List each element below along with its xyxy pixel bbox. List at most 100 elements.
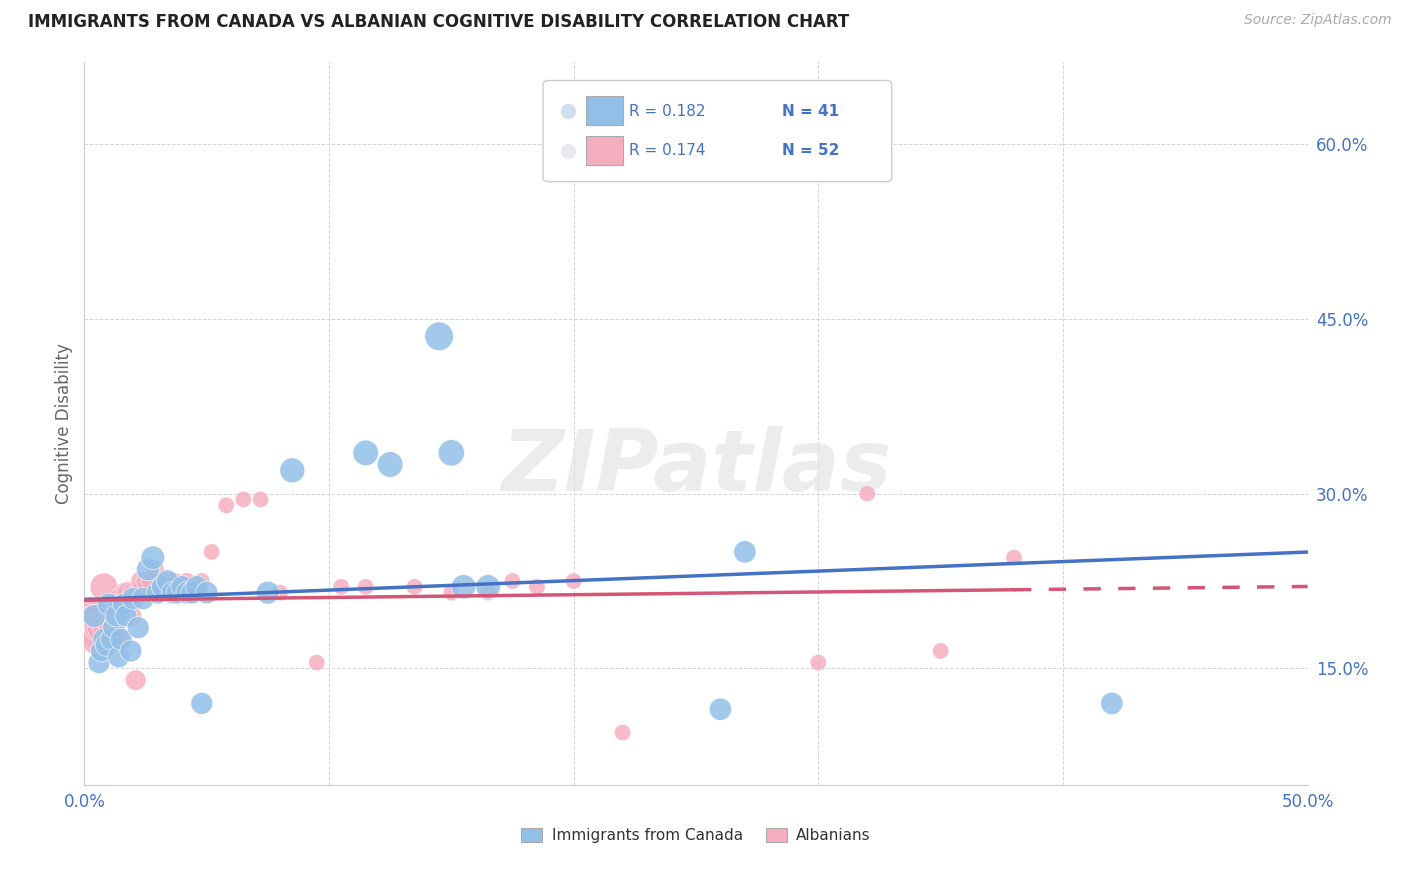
Point — [929, 644, 952, 658]
Point — [103, 621, 125, 635]
Point — [143, 562, 166, 576]
Point — [856, 486, 879, 500]
Point — [117, 585, 139, 599]
Legend: Immigrants from Canada, Albanians: Immigrants from Canada, Albanians — [515, 822, 877, 849]
Point — [166, 585, 188, 599]
Point — [427, 329, 450, 343]
Text: N = 52: N = 52 — [782, 144, 839, 159]
Point — [709, 702, 731, 716]
Point — [110, 591, 132, 606]
Point — [440, 446, 463, 460]
Point — [162, 585, 184, 599]
Point — [112, 598, 135, 612]
Point — [132, 591, 155, 606]
Point — [153, 574, 176, 588]
Point — [215, 498, 238, 512]
Point — [354, 446, 377, 460]
Point — [176, 574, 198, 588]
Point — [200, 545, 222, 559]
Point — [96, 621, 118, 635]
Point — [269, 585, 291, 599]
Point — [129, 574, 152, 588]
Point — [139, 574, 162, 588]
Point — [100, 632, 122, 647]
Point — [97, 632, 120, 647]
Point — [112, 598, 135, 612]
Point — [156, 574, 179, 588]
Point — [163, 574, 186, 588]
Point — [87, 656, 110, 670]
Point — [477, 585, 499, 599]
Point — [152, 580, 174, 594]
Point — [96, 638, 118, 652]
Point — [120, 644, 142, 658]
Text: ZIPatlas: ZIPatlas — [501, 425, 891, 508]
Text: N = 41: N = 41 — [782, 103, 839, 119]
Point — [257, 585, 280, 599]
Point — [232, 492, 254, 507]
Point — [125, 673, 148, 687]
Point — [83, 609, 105, 624]
Point — [122, 591, 145, 606]
Point — [181, 585, 204, 599]
Point — [149, 585, 172, 599]
Point — [453, 580, 475, 594]
Point — [142, 550, 165, 565]
Point — [135, 574, 157, 588]
Point — [159, 580, 181, 594]
Point — [172, 580, 194, 594]
Point — [120, 609, 142, 624]
Point — [440, 585, 463, 599]
Point — [1002, 550, 1025, 565]
Point — [105, 609, 128, 624]
Point — [107, 632, 129, 647]
Point — [107, 649, 129, 664]
Point — [183, 580, 205, 594]
Point — [110, 632, 132, 647]
Text: IMMIGRANTS FROM CANADA VS ALBANIAN COGNITIVE DISABILITY CORRELATION CHART: IMMIGRANTS FROM CANADA VS ALBANIAN COGNI… — [28, 13, 849, 31]
Point — [115, 609, 138, 624]
Point — [195, 585, 218, 599]
Point — [127, 621, 149, 635]
Point — [93, 580, 115, 594]
Point — [404, 580, 426, 594]
Point — [83, 615, 105, 629]
Point — [86, 632, 108, 647]
Point — [526, 580, 548, 594]
Point — [562, 574, 585, 588]
Point — [191, 697, 214, 711]
Point — [115, 585, 138, 599]
Point — [249, 492, 271, 507]
Point — [90, 621, 112, 635]
FancyBboxPatch shape — [543, 80, 891, 182]
Point — [502, 574, 524, 588]
Point — [354, 580, 377, 594]
Point — [734, 545, 756, 559]
Point — [90, 644, 112, 658]
Text: R = 0.174: R = 0.174 — [628, 144, 706, 159]
Point — [80, 621, 103, 635]
Text: R = 0.182: R = 0.182 — [628, 103, 706, 119]
Point — [380, 458, 402, 472]
Point — [136, 562, 159, 576]
Point — [103, 632, 125, 647]
Point — [191, 574, 214, 588]
Point — [477, 580, 499, 594]
Point — [93, 632, 115, 647]
Point — [122, 585, 145, 599]
Point — [100, 621, 122, 635]
Point — [87, 621, 110, 635]
FancyBboxPatch shape — [586, 136, 623, 165]
Point — [807, 656, 830, 670]
Y-axis label: Cognitive Disability: Cognitive Disability — [55, 343, 73, 504]
Point — [127, 585, 149, 599]
Point — [612, 725, 634, 739]
Point — [186, 580, 208, 594]
Point — [330, 580, 353, 594]
Point — [1101, 697, 1123, 711]
Point — [281, 463, 304, 477]
Text: Source: ZipAtlas.com: Source: ZipAtlas.com — [1244, 13, 1392, 28]
Point — [305, 656, 328, 670]
FancyBboxPatch shape — [586, 96, 623, 125]
Point — [105, 609, 128, 624]
